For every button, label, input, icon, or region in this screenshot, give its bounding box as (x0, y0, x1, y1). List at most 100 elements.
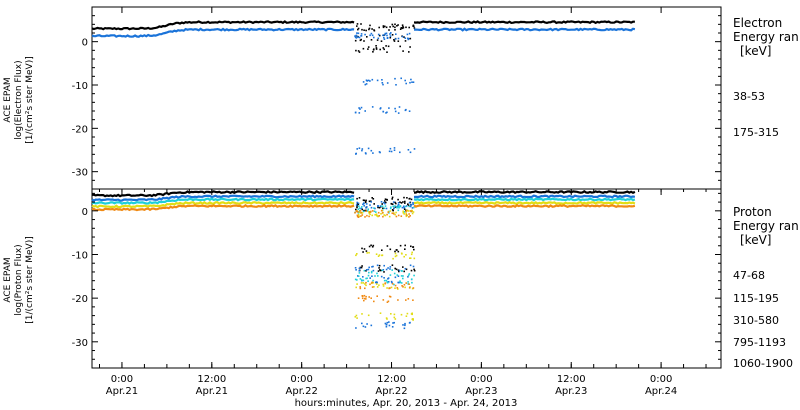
electron-series-0-point (358, 51, 361, 53)
proton-ytick-label-1: -10 (72, 250, 88, 261)
electron-series-1-point (381, 79, 383, 81)
proton-series-4-point (386, 213, 388, 216)
proton-series-1-point (363, 205, 365, 207)
proton-series-3-point (409, 257, 412, 259)
proton-series-4-point (396, 287, 399, 289)
proton-series-4-point (408, 213, 410, 215)
proton-series-2-point (386, 281, 388, 283)
proton-series-3-point (375, 253, 378, 255)
proton-series-0-point (394, 206, 397, 208)
proton-series-1-point (387, 281, 390, 283)
xtick-time-5: 12:00 (557, 374, 586, 385)
proton-series-1-point (404, 324, 406, 327)
electron-ytick-label-3: -30 (72, 168, 88, 179)
electron-series-0-point (408, 51, 410, 53)
proton-series-0-point (382, 207, 384, 210)
electron-series-0-point (370, 39, 373, 41)
proton-series-1-point (398, 281, 400, 284)
proton-series-0-point (404, 202, 406, 204)
electron-series-0-point (357, 27, 360, 30)
electron-series-1-point (361, 148, 364, 150)
proton-series-3-point (394, 255, 397, 258)
proton-series-2-point (392, 205, 394, 208)
proton-series-2-point (393, 272, 396, 275)
proton-series-0-point (413, 269, 416, 272)
electron-series-1-point (358, 112, 361, 114)
proton-series-1-point (382, 269, 385, 271)
electron-series-1-point (397, 37, 400, 40)
proton-series-1-point (356, 201, 358, 204)
proton-series-2-point (413, 274, 415, 277)
proton-series-4-point (394, 284, 397, 287)
electron-series-0-point (378, 34, 381, 37)
proton-series-2-point (358, 205, 360, 207)
electron-series-1 (91, 27, 636, 155)
electron-series-1-point (382, 110, 385, 113)
proton-series-2-point (408, 273, 411, 275)
proton-series-1-point (380, 205, 382, 207)
proton-series-2-point (362, 279, 365, 282)
proton-series-0-point (365, 250, 368, 252)
proton-series-1-point (410, 204, 412, 206)
electron-panel-frame (91, 6, 722, 190)
proton-series-0-point (365, 270, 367, 272)
proton-series-4-point (378, 215, 380, 217)
electron-series-1-point (394, 110, 397, 113)
electron-series-0-point (394, 23, 396, 26)
electron-series-1-point (398, 106, 401, 108)
proton-series-1-point (385, 325, 388, 328)
proton-series-4-point (402, 286, 404, 288)
electron-series-1-point (413, 148, 416, 150)
proton-series-1-point (401, 206, 404, 209)
electron-series-0-point (409, 37, 412, 40)
proton-series-4-point (369, 283, 371, 286)
proton-series-4-point (360, 211, 362, 214)
electron-series-0-point (363, 29, 365, 31)
electron-series-0-point (365, 29, 367, 32)
proton-series-4-point (380, 209, 383, 212)
proton-series-0-point (361, 265, 363, 267)
xtick-date-0: Apr.21 (106, 386, 138, 397)
electron-series-0-point (388, 29, 390, 31)
proton-series-3-point (357, 213, 360, 216)
electron-series-1-point (383, 36, 385, 39)
electron-series-1-point (390, 150, 393, 153)
proton-series-3-point (410, 253, 413, 256)
proton-series-1-point (365, 207, 367, 209)
proton-series-1-point (403, 205, 405, 208)
proton-series-3-point (382, 285, 385, 287)
proton-series-1-point (412, 203, 414, 206)
proton-series-0-point (361, 208, 363, 211)
proton-series-3-point (394, 252, 397, 255)
electron-series-0-point (408, 26, 410, 29)
electron-series-0-point (356, 23, 359, 25)
electron-series-0-point (393, 39, 395, 41)
electron-series-1-point (354, 36, 357, 38)
electron-series-0-point (382, 25, 385, 27)
electron-series-0-point (403, 36, 405, 38)
electron-series-1-point (404, 79, 406, 82)
proton-series-0-point (408, 198, 411, 200)
proton-series-4-point (389, 296, 392, 298)
proton-series-0-point (395, 249, 398, 251)
proton-legend-entry-0: 47-68 (733, 269, 765, 282)
proton-series-3-point (395, 211, 397, 214)
electron-series-0-point (393, 40, 396, 42)
proton-series-0-point (413, 268, 415, 271)
proton-series-0-trace-a (92, 190, 355, 198)
electron-series-0-point (368, 27, 371, 30)
electron-series-1-point (377, 33, 380, 36)
electron-series-0-point (409, 46, 411, 48)
proton-series-1-point (374, 207, 376, 210)
proton-series-2-point (400, 275, 403, 277)
proton-series-4-point (364, 216, 366, 218)
electron-series-1-point (394, 107, 396, 110)
proton-series-1-point (377, 205, 379, 207)
proton-series-3-point (385, 317, 388, 319)
proton-series-4-point (382, 215, 384, 218)
electron-series-0-point (391, 34, 394, 36)
proton-series-2-point (398, 206, 400, 209)
proton-series-2-point (372, 279, 374, 282)
proton-series-4-point (363, 294, 366, 297)
electron-series-1-point (407, 149, 410, 151)
